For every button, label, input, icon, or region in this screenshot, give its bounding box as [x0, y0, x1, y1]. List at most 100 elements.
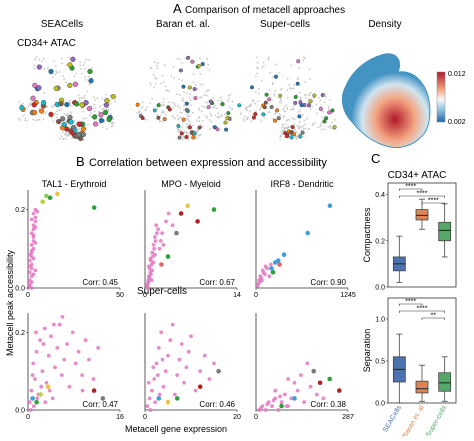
umap-metacell [19, 105, 25, 111]
data-point [182, 380, 187, 385]
umap-cell [297, 78, 300, 81]
umap-cell [304, 123, 307, 126]
data-point [151, 365, 156, 370]
data-point [160, 231, 165, 236]
umap-metacell [48, 111, 54, 118]
data-point [35, 396, 40, 401]
umap-cell [279, 135, 282, 138]
umap-cell [43, 57, 45, 60]
significance-bracket [399, 195, 445, 198]
umap-cell [69, 99, 71, 102]
plot-frame [387, 182, 457, 288]
umap-cell [205, 94, 208, 97]
umap-metacell [330, 108, 335, 113]
umap-cell [315, 103, 317, 106]
umap-cell [192, 73, 195, 75]
umap-panel-1 [18, 56, 116, 142]
umap-cell [179, 111, 182, 114]
umap-cell [62, 138, 64, 141]
y-axis-label: Compactness [362, 207, 372, 263]
highlight-point [216, 368, 221, 374]
data-point [39, 384, 44, 389]
umap-cell [312, 123, 314, 125]
umap-cell [305, 93, 308, 96]
umap-cell [317, 126, 319, 129]
umap-cell [298, 125, 301, 127]
highlight-point [165, 254, 171, 259]
umap-cell [26, 119, 29, 122]
data-point [283, 392, 287, 397]
umap-cell [198, 120, 200, 123]
umap-cell [280, 130, 283, 133]
y-tick-label: 1.0 [375, 317, 385, 324]
umap-metacell [184, 101, 189, 106]
umap-cell [110, 113, 112, 115]
umap-metacell [179, 131, 184, 136]
x-tick-label: 0 [26, 292, 30, 299]
umap-cell [149, 102, 152, 104]
umap-metacell [53, 85, 59, 92]
scatter-chart-5: 0 20 Corr: 0.46 [143, 313, 241, 421]
data-point [80, 373, 84, 377]
data-point [149, 278, 154, 283]
data-point [278, 394, 282, 399]
data-point [148, 256, 153, 261]
umap-cell [206, 58, 209, 60]
umap-cell [181, 138, 184, 141]
umap-cell [19, 119, 22, 121]
umap-metacell [79, 102, 85, 108]
umap-metacell [263, 100, 268, 105]
umap-cell [23, 113, 26, 116]
umap-cell [60, 62, 63, 64]
umap-metacell [98, 112, 104, 118]
data-point [52, 322, 56, 327]
highlight-point [156, 396, 162, 401]
chart-title: IRF8 - Dendritic [270, 179, 334, 189]
umap-cell [268, 88, 271, 91]
umap-cell [155, 64, 158, 67]
umap-metacell [200, 62, 205, 67]
umap-cell [186, 92, 189, 94]
umap-cell [80, 96, 83, 99]
umap-cell [181, 126, 184, 128]
umap-cell [306, 117, 309, 120]
data-point [29, 217, 34, 222]
umap-metacell [192, 87, 197, 92]
umap-cell [293, 128, 296, 131]
data-point [166, 353, 170, 358]
x-tick-label: 1245 [340, 292, 356, 299]
data-point [47, 388, 52, 393]
umap-cell [63, 133, 66, 136]
umap-cell [302, 136, 305, 138]
data-point [170, 322, 175, 327]
umap-metacell [32, 82, 38, 89]
data-point [157, 246, 162, 251]
significance-bracket [399, 303, 423, 306]
data-point [151, 260, 156, 265]
umap-cell [29, 103, 32, 106]
umap-cell [189, 123, 191, 126]
umap-metacell [267, 97, 272, 102]
umap-cell [68, 56, 71, 59]
umap-cell [101, 108, 104, 111]
umap-metacell [67, 82, 73, 89]
umap-cell [66, 112, 69, 115]
umap-cell [85, 117, 88, 120]
data-point [193, 388, 198, 393]
umap-cell [327, 108, 330, 111]
umap-cell [227, 94, 230, 97]
umap-metacell [61, 121, 67, 128]
umap-cell [194, 84, 197, 86]
umap-cell [250, 104, 253, 107]
data-point [150, 268, 155, 273]
umap-cell [93, 110, 96, 113]
umap-cell [188, 120, 191, 123]
scatter-chart-2: MPO - Myeloid 0 14 Corr: 0.67 [143, 179, 241, 299]
umap-cell [219, 103, 222, 105]
umap-cell [166, 89, 169, 91]
umap-cell [112, 121, 115, 124]
umap-cell [84, 67, 86, 70]
umap-cell [199, 72, 202, 75]
umap-cell [324, 95, 327, 98]
umap-cell [199, 83, 202, 86]
